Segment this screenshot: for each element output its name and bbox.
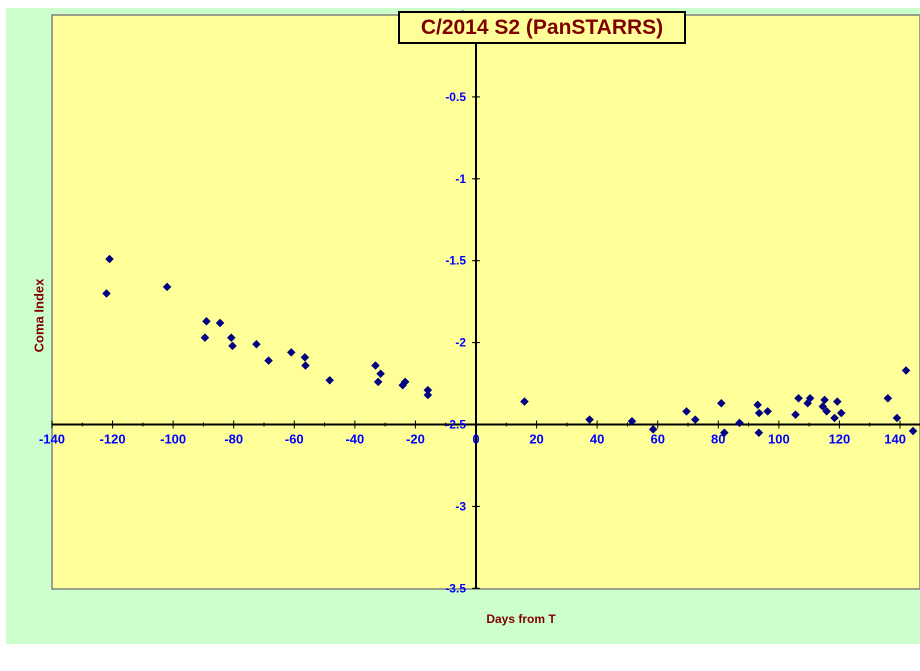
data-point [753, 400, 763, 410]
data-points [102, 254, 918, 438]
data-point [215, 318, 225, 328]
x-tick-label: -140 [39, 432, 65, 447]
data-point [376, 369, 385, 379]
x-tick-label: -120 [100, 432, 126, 447]
data-point [226, 333, 236, 343]
data-point [264, 356, 273, 365]
data-point [908, 426, 918, 436]
data-point [830, 413, 839, 423]
data-point [300, 352, 310, 362]
y-tick-labels: 0-0.5-1-1.5-2-2.5-3-3.5 [445, 8, 466, 595]
x-tick-label: -40 [345, 432, 364, 447]
x-tick-label: 60 [650, 432, 664, 447]
y-tick-label: -2 [455, 336, 466, 350]
data-point [373, 377, 383, 387]
data-point [805, 393, 815, 403]
data-point [200, 333, 210, 343]
x-tick-label: -20 [406, 432, 425, 447]
data-point [627, 416, 637, 426]
y-tick-label: -1 [455, 172, 466, 186]
x-tick-label: 120 [829, 432, 851, 447]
data-point [162, 282, 172, 292]
data-point [520, 397, 529, 406]
x-tick-label: 20 [529, 432, 543, 447]
x-tick-label: 100 [768, 432, 790, 447]
data-point [883, 393, 893, 403]
x-tick-label: 0 [472, 432, 479, 447]
data-point [228, 341, 237, 351]
data-point [301, 361, 310, 370]
plot-area [51, 14, 920, 590]
data-point [648, 425, 658, 434]
axes [51, 14, 920, 589]
data-point [794, 393, 803, 403]
y-tick-label: -2.5 [445, 418, 466, 432]
y-tick-label: -0.5 [445, 90, 466, 104]
scatter-chart: 0-0.5-1-1.5-2-2.5-3-3.5 -140-120-100-80-… [39, 8, 920, 595]
data-point [735, 418, 744, 428]
x-tick-label: 140 [884, 432, 906, 447]
x-tick-label: -60 [285, 432, 304, 447]
data-point [252, 339, 261, 349]
data-point [105, 254, 114, 264]
data-point [791, 410, 800, 420]
data-point [754, 408, 764, 418]
x-axis-title: Days from T [486, 612, 556, 626]
data-point [585, 415, 594, 424]
data-point [400, 377, 410, 387]
chart-title: C/2014 S2 (PanSTARRS) [420, 15, 664, 39]
data-point [832, 397, 842, 406]
x-tick-labels: -140 -120 -100 -80 -60 -40 -20 0 20 40 60 80 100 120 1… [39, 432, 906, 447]
data-point [371, 361, 380, 370]
y-axis-title: Coma Index [31, 278, 47, 353]
data-point [820, 395, 829, 405]
x-tick-label: -80 [224, 432, 243, 447]
y-tick-label: -1.5 [445, 254, 466, 268]
data-point [818, 402, 828, 411]
data-point [325, 375, 335, 385]
data-point [763, 407, 773, 416]
data-point [286, 348, 296, 357]
data-point [822, 407, 832, 416]
x-tick-label: 40 [590, 432, 604, 447]
data-point [892, 413, 902, 423]
data-point [102, 289, 111, 298]
x-tick-label: -100 [160, 432, 186, 447]
data-point [682, 407, 691, 416]
y-tick-label: -3.5 [445, 581, 466, 595]
chart-title-box: C/2014 S2 (PanSTARRS) [398, 11, 686, 44]
data-point [690, 415, 700, 424]
x-tick-label: 80 [711, 432, 725, 447]
chart-area: 0-0.5-1-1.5-2-2.5-3-3.5 -140-120-100-80-… [6, 8, 920, 644]
data-point [202, 316, 211, 326]
data-point [716, 398, 726, 408]
data-point [836, 408, 846, 418]
data-point [423, 390, 433, 400]
y-tick-label: -3 [455, 499, 466, 513]
data-point [754, 428, 764, 438]
data-point [719, 428, 729, 438]
data-point [901, 366, 911, 375]
